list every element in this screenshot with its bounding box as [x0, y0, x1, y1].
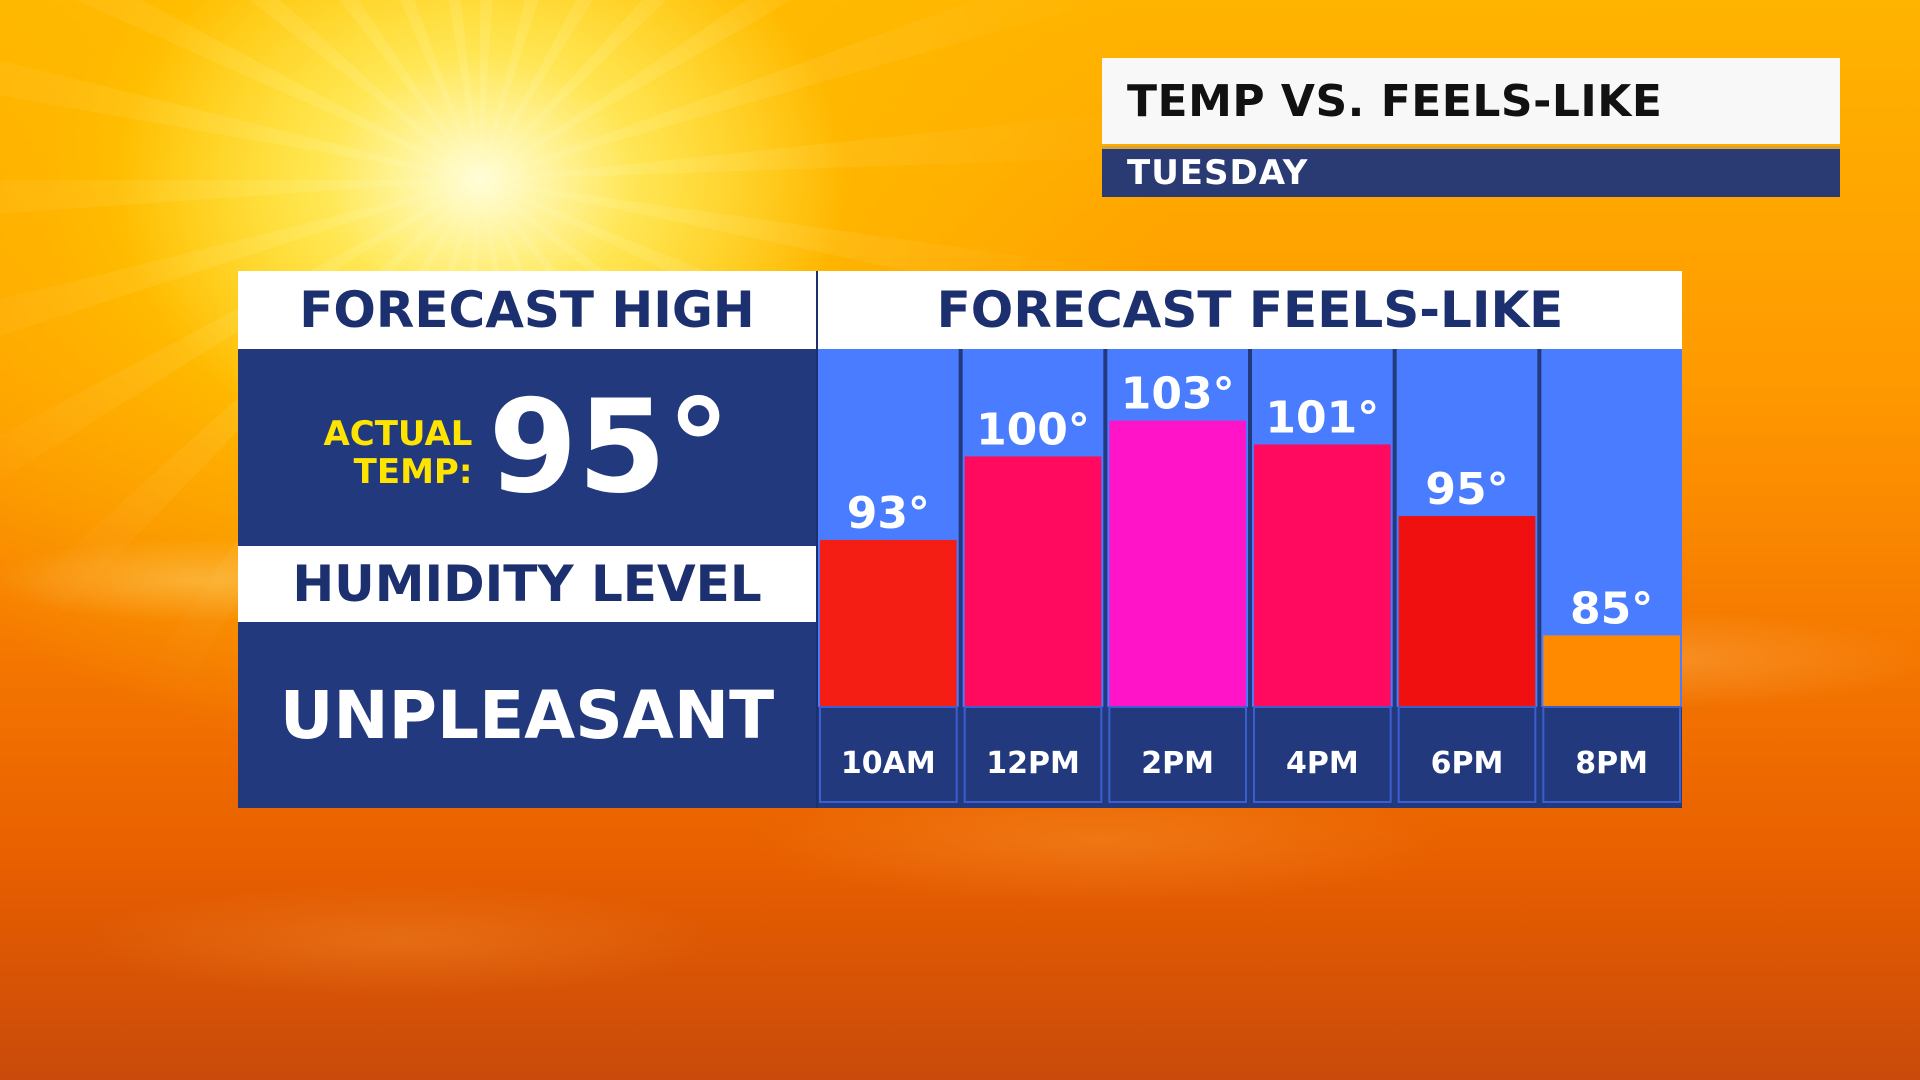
- category-label-12pm: 12PM: [986, 746, 1080, 781]
- category-strip-10am: [819, 706, 958, 803]
- bar-4pm: [1254, 444, 1391, 707]
- feels-like-chart: 93° 10AM 100° 12PM 103° 2PM 101° 4PM 95° 6PM 85° 8P…: [818, 349, 1682, 808]
- feels-like-chart-svg: 93° 10AM 100° 12PM 103° 2PM 101° 4PM 95° 6PM 85° 8P…: [818, 349, 1682, 803]
- value-label-10am: 93°: [847, 488, 930, 539]
- forecast-high-value: 95°: [488, 372, 731, 522]
- bar-10am: [820, 539, 957, 707]
- value-label-4pm: 101°: [1265, 392, 1379, 443]
- graphic-title: TEMP VS. FEELS-LIKE: [1127, 75, 1663, 127]
- actual-label-line1: ACTUAL: [323, 413, 473, 454]
- bar-2pm: [1109, 420, 1246, 707]
- category-label-2pm: 2PM: [1141, 746, 1214, 781]
- value-label-8pm: 85°: [1570, 583, 1653, 634]
- feels-like-heading: FORECAST FEELS-LIKE: [936, 281, 1564, 339]
- category-label-10am: 10AM: [841, 746, 936, 781]
- category-label-4pm: 4PM: [1286, 746, 1359, 781]
- actual-label-line2: TEMP:: [353, 451, 473, 492]
- value-label-12pm: 100°: [976, 404, 1090, 455]
- value-label-6pm: 95°: [1425, 464, 1508, 515]
- humidity-value: UNPLEASANT: [279, 676, 775, 754]
- humidity-heading: HUMIDITY LEVEL: [292, 555, 762, 613]
- actual-temp-label: ACTUAL TEMP:: [323, 415, 472, 491]
- bar-6pm: [1398, 516, 1536, 707]
- category-strip-4pm: [1253, 706, 1392, 803]
- title-bar: TEMP VS. FEELS-LIKE: [1102, 58, 1840, 144]
- category-label-8pm: 8PM: [1575, 746, 1648, 781]
- forecast-high-heading: FORECAST HIGH: [299, 281, 755, 339]
- bar-12pm: [964, 456, 1102, 707]
- category-strip-8pm: [1542, 706, 1681, 803]
- day-label: TUESDAY: [1127, 153, 1309, 193]
- value-label-2pm: 103°: [1121, 369, 1235, 420]
- category-strip-2pm: [1108, 706, 1248, 803]
- category-label-6pm: 6PM: [1431, 746, 1504, 781]
- feels-like-header: FORECAST FEELS-LIKE: [818, 271, 1682, 349]
- category-strip-6pm: [1397, 706, 1537, 803]
- forecast-high-header: FORECAST HIGH: [238, 271, 816, 349]
- category-strip-12pm: [963, 706, 1103, 803]
- forecast-high-box: ACTUAL TEMP: 95°: [238, 349, 816, 546]
- day-bar: TUESDAY: [1102, 146, 1840, 197]
- humidity-header: HUMIDITY LEVEL: [238, 546, 816, 622]
- humidity-box: UNPLEASANT: [238, 622, 816, 808]
- bar-8pm: [1543, 635, 1680, 707]
- panel-divider: [816, 271, 818, 808]
